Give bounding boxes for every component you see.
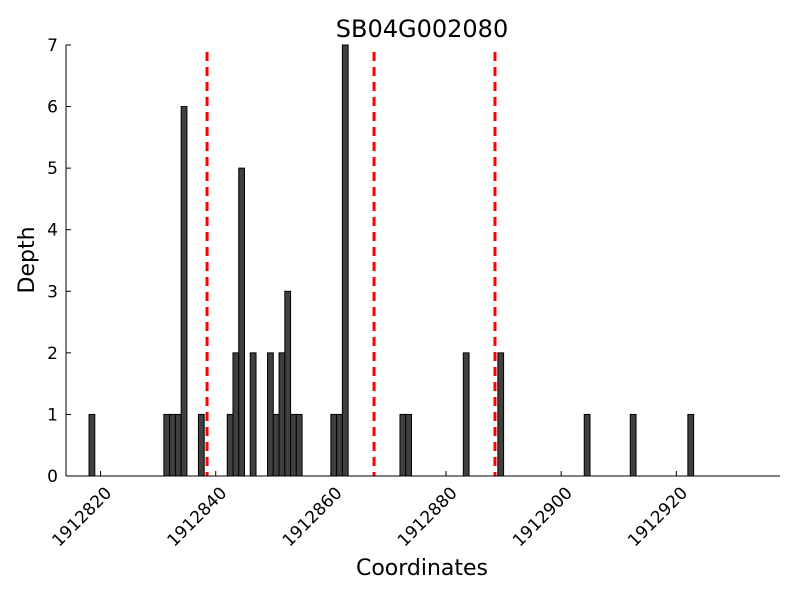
y-tick-label: 3	[47, 282, 58, 302]
y-tick-label: 5	[47, 159, 58, 179]
x-tick-label: 1912840	[164, 483, 232, 551]
x-tick-label: 1912920	[624, 483, 692, 551]
bar	[687, 413, 695, 477]
y-tick-label: 6	[47, 98, 58, 118]
x-tick-label: 1912860	[279, 483, 347, 551]
axes-layer: 0 1 2 3 4 5 6 7 1912820 1912840 1912860 1912880 1912…	[47, 36, 780, 551]
bar	[163, 413, 171, 477]
bar	[284, 290, 292, 477]
bar	[399, 413, 407, 477]
bar	[290, 413, 297, 477]
bar	[295, 413, 303, 477]
y-tick-label: 1	[47, 405, 58, 425]
bar	[267, 352, 274, 477]
bar	[462, 352, 470, 477]
bar	[341, 44, 349, 477]
bar	[405, 413, 412, 477]
chart-title: SB04G002080	[336, 15, 508, 43]
y-tick-label: 7	[47, 36, 58, 56]
bar	[226, 413, 234, 477]
y-tick-label: 0	[47, 467, 58, 487]
bar	[272, 413, 280, 477]
bar	[497, 352, 505, 477]
bar	[629, 413, 637, 477]
x-tick-label: 1912820	[48, 483, 116, 551]
x-axis-label: Coordinates	[356, 556, 488, 581]
bar	[232, 352, 240, 477]
bar	[197, 413, 205, 477]
x-tick-label: 1912880	[394, 483, 462, 551]
markers-layer	[205, 52, 497, 476]
bar	[180, 106, 188, 477]
bar	[249, 352, 257, 477]
bar	[336, 413, 343, 477]
bar	[238, 167, 246, 477]
bar	[330, 413, 338, 477]
y-tick-label: 4	[47, 221, 58, 241]
bar	[169, 413, 176, 477]
x-tick-label: 1912900	[509, 483, 577, 551]
bar	[88, 413, 96, 477]
bar	[174, 413, 182, 477]
y-axis-label: Depth	[15, 226, 40, 293]
y-tick-label: 2	[47, 344, 58, 364]
bars-layer	[88, 44, 695, 477]
bar	[278, 352, 286, 477]
bar	[583, 413, 591, 477]
